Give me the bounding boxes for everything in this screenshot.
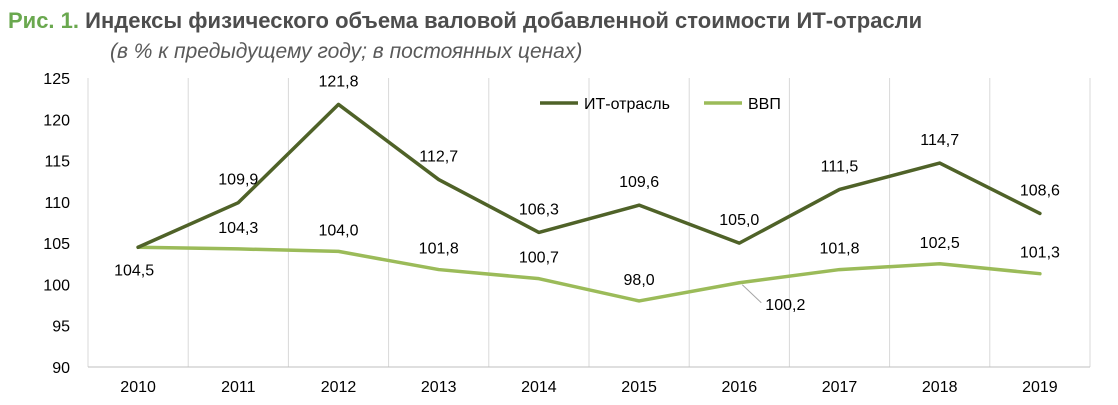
gdp-data-label: 100,2: [765, 297, 805, 314]
gdp-data-label: 100,7: [519, 250, 559, 267]
it-data-label: 114,7: [920, 132, 959, 149]
y-tick-label: 120: [43, 112, 70, 129]
x-tick-label: 2018: [922, 379, 958, 396]
it-data-label: 105,0: [719, 212, 759, 229]
it-series-line: [136, 102, 1042, 250]
it-data-label: 112,7: [419, 149, 458, 166]
y-tick-label: 110: [44, 195, 70, 212]
it-data-label: 111,5: [821, 158, 859, 175]
x-tick-label: 2019: [1022, 379, 1058, 396]
figure-subtitle: (в % к предыдущему году; в постоянных це…: [110, 40, 583, 63]
x-tick-label: 2010: [120, 379, 156, 396]
gdp-data-label: 102,5: [920, 235, 960, 252]
x-tick-label: 2011: [221, 379, 256, 396]
y-tick-label: 105: [43, 236, 70, 253]
figure-number: Рис. 1.: [8, 8, 80, 33]
gdp-data-label: 104,0: [318, 222, 358, 239]
y-tick-label: 100: [43, 277, 70, 294]
legend-label-it: ИТ-отрасль: [584, 96, 670, 113]
gdp-data-label: 101,8: [419, 241, 459, 258]
it-data-label: 121,8: [318, 73, 358, 90]
x-tick-label: 2013: [421, 379, 457, 396]
y-tick-label: 90: [52, 360, 70, 377]
it-data-label: 109,6: [619, 174, 659, 191]
it-data-label: 109,9: [218, 172, 258, 189]
x-tick-label: 2015: [621, 379, 657, 396]
it-data-label: 106,3: [519, 201, 559, 218]
x-tick-label: 2012: [321, 379, 357, 396]
gdp-data-label: 101,8: [819, 241, 859, 258]
gdp-data-label: 104,3: [218, 220, 258, 237]
legend-label-gdp: ВВП: [748, 96, 781, 113]
it-data-label: 108,6: [1020, 182, 1060, 199]
gdp-series-line: [136, 245, 1042, 303]
y-tick-label: 95: [52, 319, 70, 336]
gdp-data-label: 104,5: [114, 262, 154, 279]
gdp-data-label: 98,0: [624, 272, 655, 289]
x-tick-label: 2014: [521, 379, 557, 396]
gdp-data-label: 101,3: [1020, 245, 1060, 262]
leader-line: [741, 284, 762, 304]
figure-title-text: Индексы физического объема валовой добав…: [85, 8, 923, 33]
y-tick-label: 125: [43, 71, 70, 88]
x-tick-label: 2017: [822, 379, 858, 396]
figure-title: Рис. 1. Индексы физического объема валов…: [8, 8, 922, 34]
y-tick-label: 115: [44, 154, 70, 171]
x-tick-label: 2016: [722, 379, 758, 396]
